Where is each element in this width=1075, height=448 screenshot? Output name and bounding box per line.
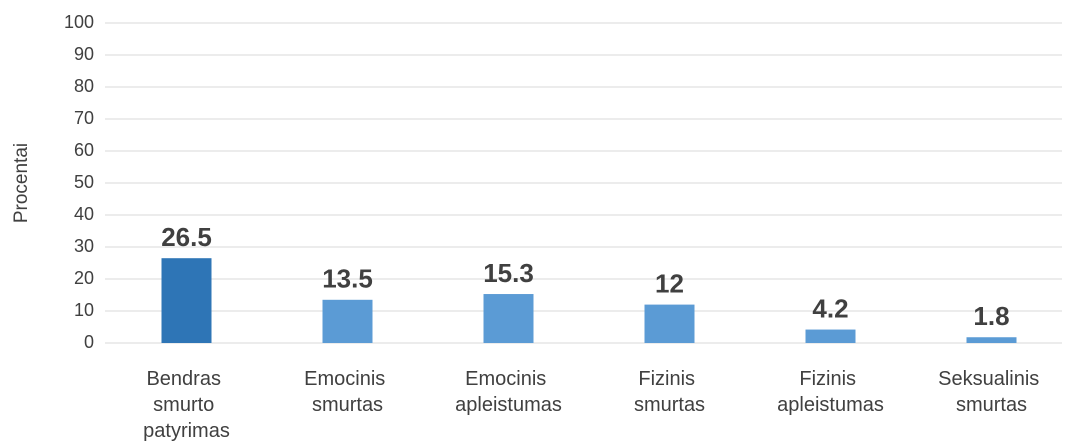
y-tick-label: 80 (74, 76, 94, 96)
data-label: 1.8 (973, 301, 1009, 331)
bar (644, 304, 695, 343)
y-tick-label: 70 (74, 108, 94, 128)
y-tick-label: 40 (74, 204, 94, 224)
y-tick-label: 50 (74, 172, 94, 192)
x-tick-label: Fizinis smurtas (634, 368, 705, 416)
y-axis-label: Procentai (11, 143, 32, 223)
data-label: 13.5 (322, 264, 373, 294)
y-tick-label: 10 (74, 300, 94, 320)
y-tick-label: 90 (74, 44, 94, 64)
y-tick-label: 20 (74, 268, 94, 288)
data-label: 15.3 (483, 258, 534, 288)
bar (966, 337, 1017, 343)
y-tick-label: 100 (64, 12, 94, 32)
x-tick-label: Emocinis smurtas (304, 368, 391, 416)
bar (805, 329, 856, 343)
x-tick-label: Bendras smurto patyrimas (143, 368, 230, 442)
y-tick-label: 30 (74, 236, 94, 256)
bar (161, 258, 212, 343)
bar (483, 294, 534, 343)
data-label: 26.5 (161, 222, 212, 252)
x-tick-label: Fizinis apleistumas (777, 368, 884, 416)
bar (322, 299, 373, 343)
x-tick-label: Emocinis apleistumas (455, 368, 562, 416)
x-tick-label: Seksualinis smurtas (938, 368, 1045, 416)
data-label: 4.2 (812, 293, 848, 323)
y-tick-label: 0 (84, 332, 94, 352)
data-label: 12 (655, 268, 684, 298)
y-tick-label: 60 (74, 140, 94, 160)
